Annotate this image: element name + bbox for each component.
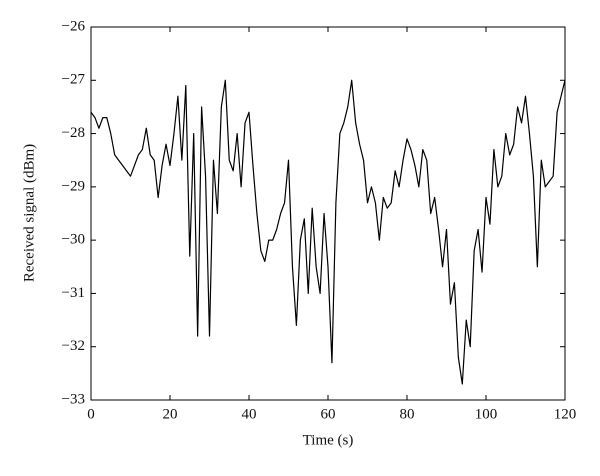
x-tick-label: 120 <box>554 406 577 422</box>
x-tick-label: 0 <box>87 406 95 422</box>
y-tick-label: −30 <box>62 232 85 248</box>
y-tick-label: −31 <box>62 285 85 301</box>
x-tick-label: 60 <box>321 406 336 422</box>
plot-frame <box>90 26 566 401</box>
x-tick-label: 40 <box>242 406 257 422</box>
y-tick-label: −28 <box>62 125 85 141</box>
x-tick-label: 80 <box>400 406 415 422</box>
y-axis-label: Received signal (dBm) <box>21 144 37 282</box>
x-tick-label: 100 <box>475 406 498 422</box>
x-tick-label: 20 <box>163 406 178 422</box>
y-tick-label: −27 <box>62 72 86 88</box>
y-tick-label: −33 <box>62 391 85 407</box>
signal-line <box>90 79 566 385</box>
y-tick-label: −32 <box>62 338 85 354</box>
x-axis-label: Time (s) <box>303 432 354 448</box>
y-tick-label: −29 <box>62 178 85 194</box>
y-tick-label: −26 <box>62 18 86 34</box>
